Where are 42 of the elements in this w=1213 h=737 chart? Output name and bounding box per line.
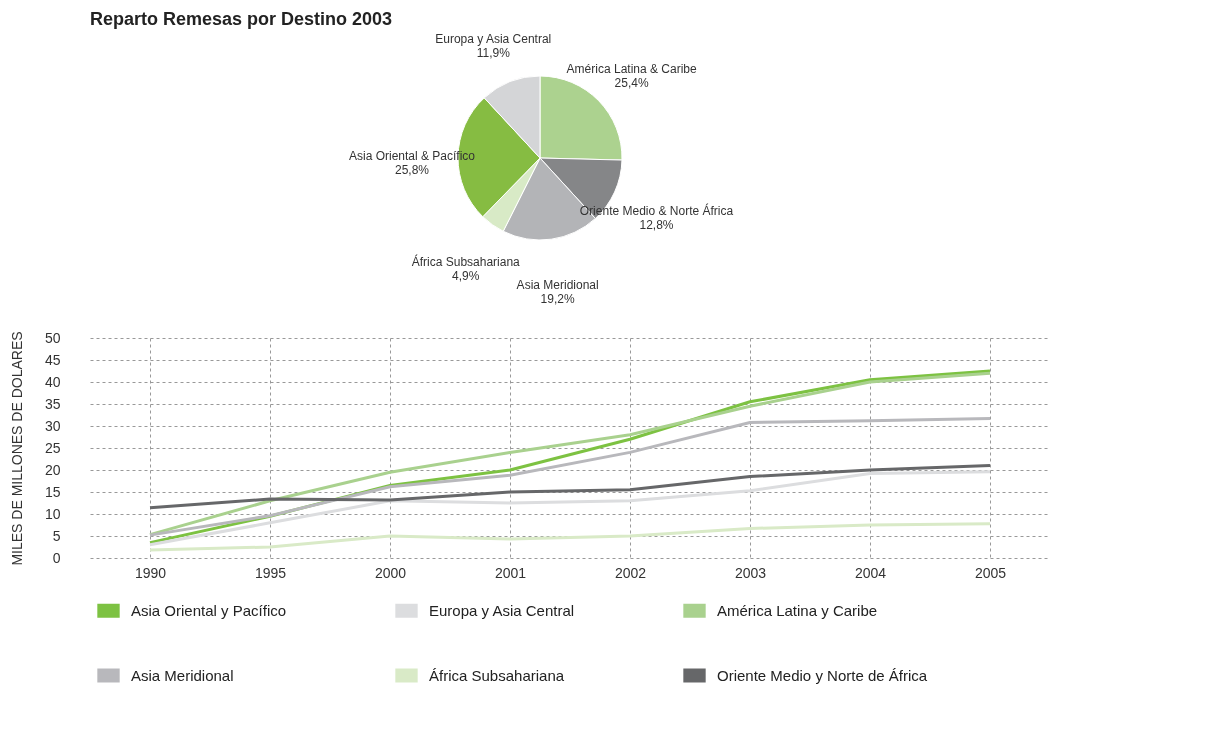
- y-tick-label: 5: [52, 527, 61, 544]
- x-tick-label: 1990: [134, 564, 167, 581]
- x-tick-label: 2004: [854, 564, 887, 581]
- data-label: 19,2%: [540, 291, 575, 306]
- y-tick-label: 25: [44, 439, 61, 456]
- data-label: 12,8%: [639, 218, 674, 233]
- x-tick-label: 2000: [374, 564, 407, 581]
- x-tick-label: 2001: [494, 564, 527, 581]
- legend-label: Oriente Medio y Norte de África: [717, 666, 928, 684]
- line-series: [148, 522, 992, 552]
- line-series: [148, 464, 992, 510]
- data-label: 11,9%: [476, 45, 511, 60]
- y-tick-label: 0: [52, 549, 61, 566]
- x-tick-label: 1995: [254, 564, 287, 581]
- y-tick-label: 50: [44, 329, 61, 346]
- chart-title: Reparto Remesas por Destino 2003: [90, 8, 393, 29]
- y-tick-label: 40: [44, 373, 61, 390]
- legend-label: Asia Oriental y Pacífico: [131, 601, 287, 619]
- line-series: [148, 417, 992, 537]
- y-tick-label: 45: [44, 351, 61, 368]
- y-tick-label: 10: [44, 505, 61, 522]
- slice-label: África Subsahariana: [411, 254, 521, 270]
- y-axis-title: MILES DE MILLONES DE DOLARES: [8, 331, 25, 566]
- slice-label: Oriente Medio & Norte África: [579, 203, 734, 219]
- x-tick-label: 2005: [974, 564, 1007, 581]
- slice-label: Europa y Asia Central: [435, 31, 552, 46]
- y-tick-label: 30: [44, 417, 61, 434]
- y-tick-label: 35: [44, 395, 61, 412]
- legend-label: Asia Meridional: [131, 666, 234, 684]
- x-tick-label: 2003: [734, 564, 767, 581]
- legend-label: África Subsahariana: [429, 666, 565, 684]
- y-tick-label: 15: [44, 483, 61, 500]
- data-label: 4,9%: [452, 269, 480, 284]
- legend-label: América Latina y Caribe: [717, 601, 878, 619]
- legend-label: Europa y Asia Central: [429, 601, 575, 619]
- y-tick-label: 20: [44, 461, 61, 478]
- data-label: 25,8%: [394, 163, 430, 178]
- slice-label: América Latina & Caribe: [566, 61, 697, 76]
- data-label: 25,4%: [614, 75, 649, 90]
- slice-label: Asia Meridional: [516, 277, 599, 292]
- x-tick-label: 2002: [614, 564, 647, 581]
- line-series: [148, 470, 992, 547]
